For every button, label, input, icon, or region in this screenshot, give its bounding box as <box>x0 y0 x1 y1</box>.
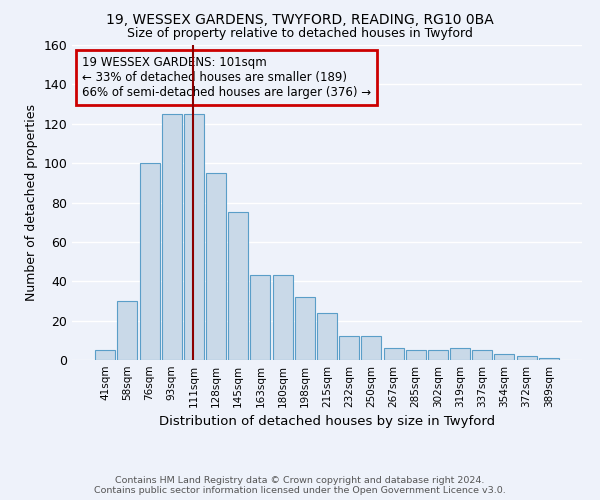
Text: Size of property relative to detached houses in Twyford: Size of property relative to detached ho… <box>127 28 473 40</box>
Text: Contains HM Land Registry data © Crown copyright and database right 2024.
Contai: Contains HM Land Registry data © Crown c… <box>94 476 506 495</box>
Bar <box>95 350 115 360</box>
Text: 19, WESSEX GARDENS, TWYFORD, READING, RG10 0BA: 19, WESSEX GARDENS, TWYFORD, READING, RG… <box>106 12 494 26</box>
Bar <box>184 114 204 360</box>
Bar <box>494 354 514 360</box>
Bar <box>295 297 315 360</box>
Bar <box>272 276 293 360</box>
Bar <box>250 276 271 360</box>
Bar <box>428 350 448 360</box>
Bar <box>317 313 337 360</box>
Bar <box>517 356 536 360</box>
Bar <box>383 348 404 360</box>
Bar <box>339 336 359 360</box>
Bar <box>206 173 226 360</box>
Bar <box>539 358 559 360</box>
Bar <box>406 350 426 360</box>
Bar <box>472 350 492 360</box>
Bar <box>361 336 382 360</box>
Bar <box>118 301 137 360</box>
Bar <box>450 348 470 360</box>
Text: 19 WESSEX GARDENS: 101sqm
← 33% of detached houses are smaller (189)
66% of semi: 19 WESSEX GARDENS: 101sqm ← 33% of detac… <box>82 56 371 99</box>
Bar <box>162 114 182 360</box>
X-axis label: Distribution of detached houses by size in Twyford: Distribution of detached houses by size … <box>159 416 495 428</box>
Bar <box>228 212 248 360</box>
Bar <box>140 163 160 360</box>
Y-axis label: Number of detached properties: Number of detached properties <box>25 104 38 301</box>
